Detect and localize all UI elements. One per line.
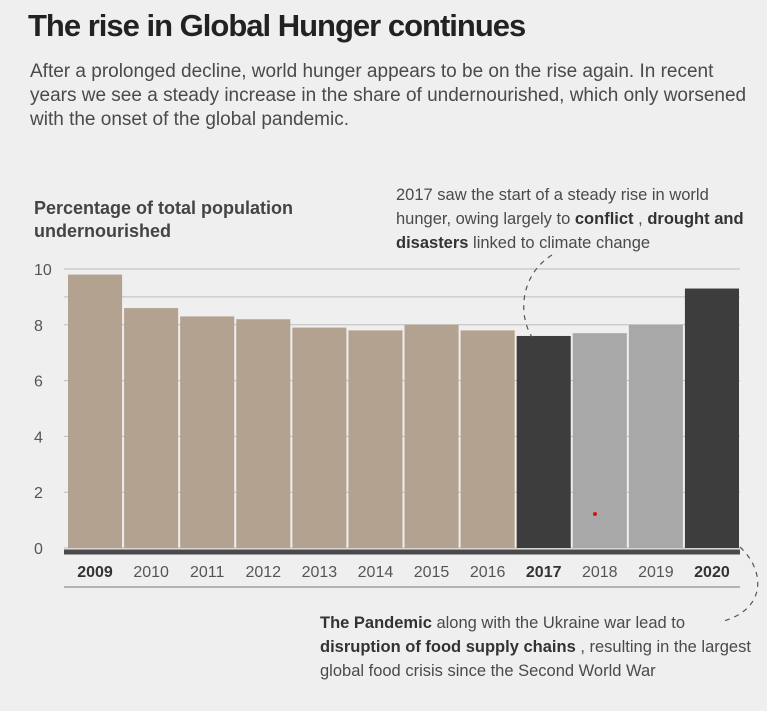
x-tick-label-2016: 2016 [470, 564, 506, 581]
bar-2020 [684, 288, 739, 548]
annotation-pandemic-text-1: along with the Ukraine war lead to [431, 614, 686, 632]
annotation-2017-text-1: 2017 saw the start of a steady rise in w… [396, 186, 709, 228]
x-tick-label-2012: 2012 [245, 564, 281, 581]
chart-title: The rise in Global Hunger continues [28, 8, 526, 43]
annotation-pandemic-text-2: , resulting in the largest global food c… [320, 638, 751, 680]
annotation-pandemic-title: The Pandemic [320, 614, 432, 632]
y-axis-label: Percentage of total population undernour… [34, 198, 294, 241]
bar-2010 [124, 308, 179, 548]
y-tick-label-2: 2 [34, 485, 43, 502]
annotation-2017-conflict: conflict [574, 210, 634, 228]
x-tick-label-2017: 2017 [526, 564, 562, 581]
x-tick-label-2009: 2009 [77, 564, 113, 581]
y-tick-label-8: 8 [34, 318, 43, 335]
annotation-2017: 2017 saw the start of a steady rise in w… [396, 183, 746, 255]
bar-2009 [68, 274, 123, 548]
annotation-pandemic-supply: disruption of food supply chains [320, 638, 576, 656]
x-tick-label-2014: 2014 [358, 564, 394, 581]
chart-subtitle: After a prolonged decline, world hunger … [30, 61, 747, 130]
x-tick-label-2020: 2020 [694, 564, 730, 581]
bar-2011 [180, 316, 235, 548]
y-tick-label-6: 6 [34, 374, 43, 391]
connector-pandemic [719, 546, 759, 623]
bar-2017 [516, 335, 571, 548]
x-tick-label-2015: 2015 [414, 564, 450, 581]
bar-2016 [460, 330, 515, 548]
bar-2014 [348, 330, 403, 548]
annotation-2017-drought: drought and disasters [396, 210, 744, 252]
x-tick-label-2010: 2010 [133, 564, 169, 581]
bar-2018 [572, 333, 627, 548]
x-tick-label-2011: 2011 [190, 564, 225, 581]
y-tick-label-10: 10 [34, 262, 52, 279]
annotation-2017-text-3: linked to climate change [468, 234, 651, 252]
x-tick-label-2019: 2019 [638, 564, 674, 581]
bar-2013 [292, 327, 347, 548]
bar-2019 [628, 324, 683, 548]
connector-2017 [523, 254, 553, 338]
marker-dot [593, 512, 597, 516]
bar-2015 [404, 324, 459, 548]
y-tick-label-0: 0 [34, 541, 43, 558]
x-tick-label-2018: 2018 [582, 564, 618, 581]
y-tick-label-4: 4 [34, 429, 43, 446]
annotation-pandemic: The Pandemic along with the Ukraine war … [320, 611, 760, 683]
bar-2012 [236, 319, 291, 548]
annotation-2017-text-2: , [633, 210, 648, 228]
x-tick-label-2013: 2013 [302, 564, 338, 581]
